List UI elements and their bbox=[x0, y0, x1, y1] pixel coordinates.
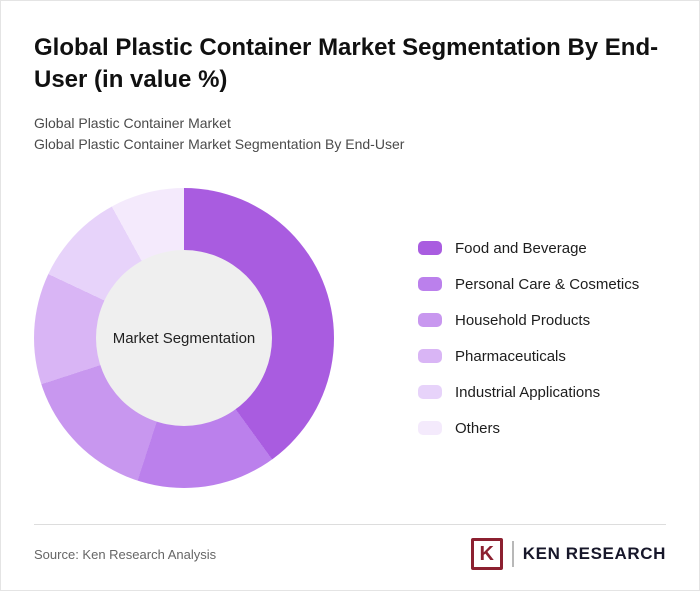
footer: Source: Ken Research Analysis K KEN RESE… bbox=[34, 524, 666, 570]
chart-area: Market Segmentation Food and Beverage Per… bbox=[34, 188, 666, 489]
source-text: Source: Ken Research Analysis bbox=[34, 546, 217, 562]
ken-research-k-icon: K bbox=[470, 538, 503, 570]
subtitle-line-2: Global Plastic Container Market Segmenta… bbox=[34, 136, 405, 153]
footer-row: Source: Ken Research Analysis K KEN RESE… bbox=[34, 538, 666, 570]
legend-item: Pharmaceuticals bbox=[418, 348, 639, 365]
legend-swatch bbox=[418, 313, 442, 328]
donut-chart: Market Segmentation bbox=[34, 188, 334, 489]
legend-label: Food and Beverage bbox=[455, 239, 587, 257]
legend-item: Food and Beverage bbox=[418, 240, 639, 257]
ken-research-logo: K KEN RESEARCH bbox=[470, 538, 666, 570]
legend-swatch bbox=[418, 349, 442, 364]
legend-item: Personal Care & Cosmetics bbox=[418, 276, 639, 293]
legend-item: Industrial Applications bbox=[418, 384, 639, 401]
legend-label: Industrial Applications bbox=[455, 383, 601, 401]
legend-label: Household Products bbox=[455, 311, 591, 329]
legend-label: Pharmaceuticals bbox=[455, 347, 566, 365]
logo-separator bbox=[511, 541, 514, 567]
subtitle-line-1: Global Plastic Container Market bbox=[34, 115, 231, 132]
legend-swatch bbox=[418, 385, 442, 400]
chart-title: Global Plastic Container Market Segmenta… bbox=[34, 34, 659, 94]
legend: Food and Beverage Personal Care & Cosmeti… bbox=[418, 240, 639, 437]
footer-divider bbox=[34, 524, 666, 525]
donut-center-label: Market Segmentation bbox=[96, 250, 272, 427]
subtitle-block: Global Plastic Container Market Global P… bbox=[34, 113, 666, 155]
brand-name: KEN RESEARCH bbox=[522, 544, 666, 563]
legend-swatch bbox=[418, 277, 442, 292]
legend-item: Others bbox=[418, 420, 639, 437]
legend-label: Personal Care & Cosmetics bbox=[455, 275, 640, 293]
legend-item: Household Products bbox=[418, 312, 639, 329]
legend-label: Others bbox=[455, 419, 501, 437]
legend-swatch bbox=[418, 241, 442, 256]
legend-swatch bbox=[418, 421, 442, 436]
